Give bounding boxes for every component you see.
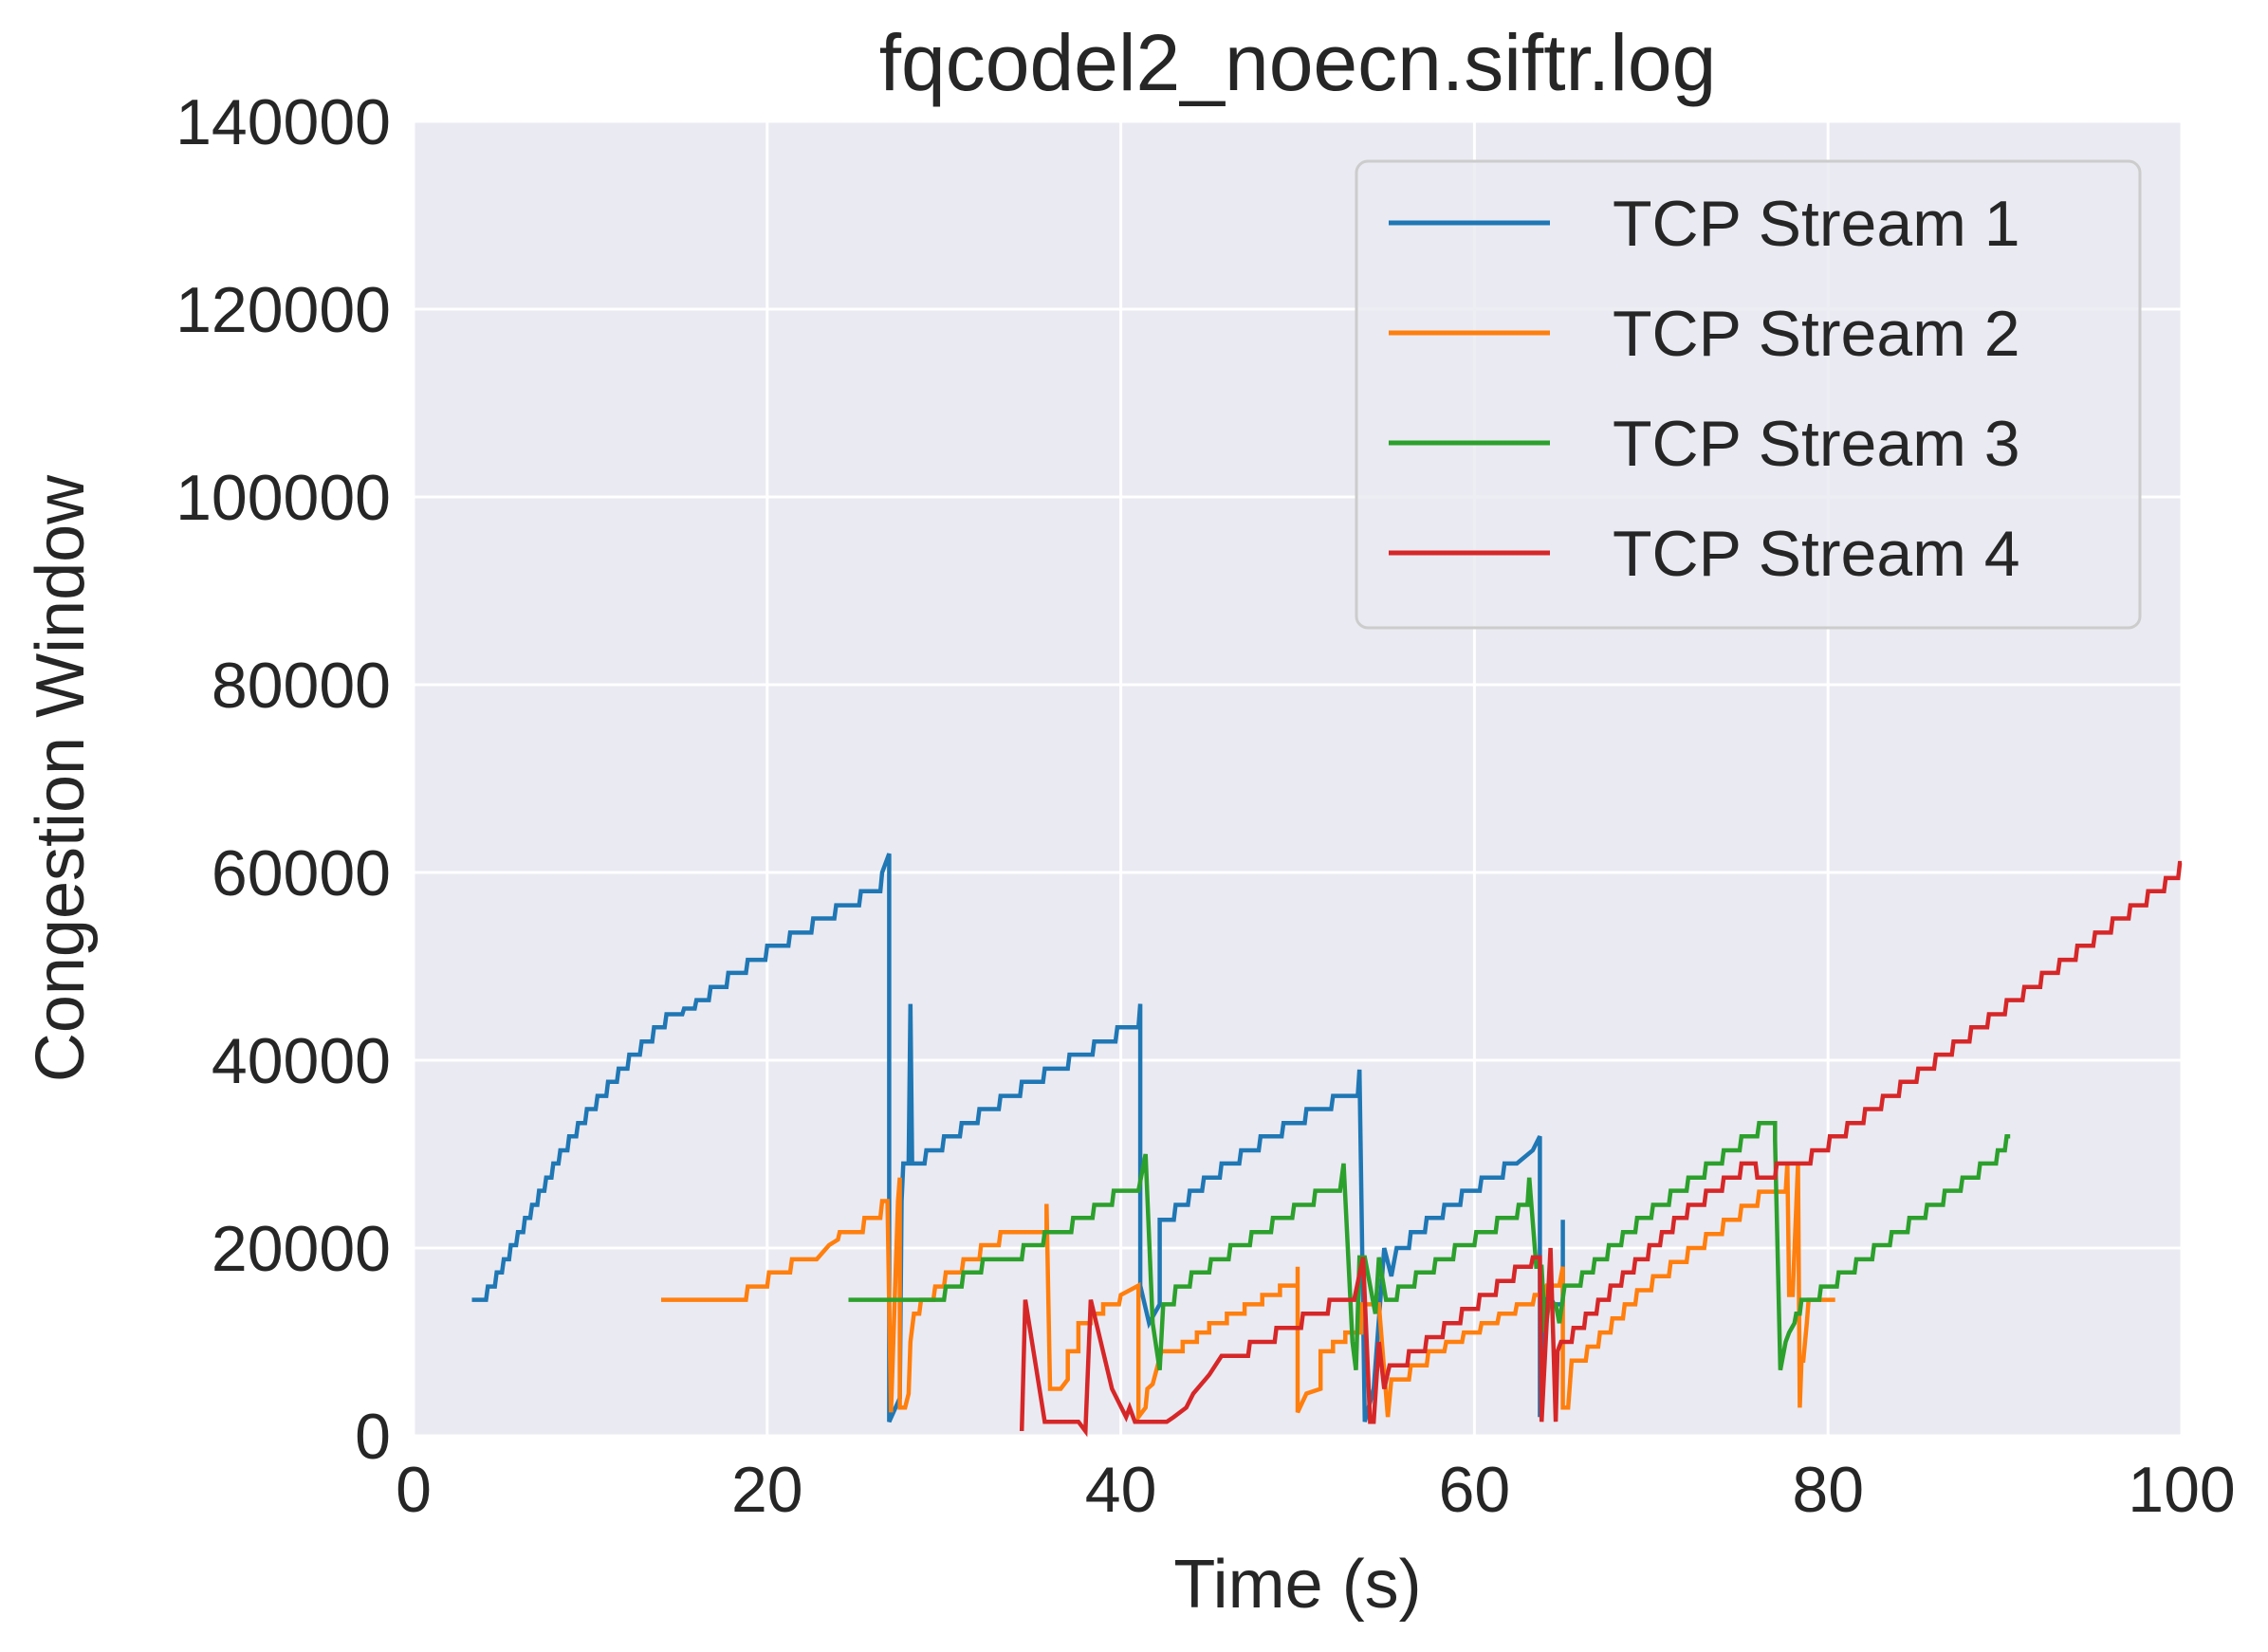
series-layer: [471, 853, 2183, 1438]
y-tick-label: 0: [355, 1401, 391, 1473]
y-axis-title: Congestion Window: [23, 474, 99, 1082]
y-tick-label: 20000: [212, 1213, 391, 1285]
legend-label-4: TCP Stream 4: [1613, 518, 2020, 590]
y-tick-label: 40000: [212, 1025, 391, 1097]
series-line-1: [471, 853, 1565, 1423]
x-tick-label: 60: [1439, 1454, 1511, 1526]
y-tick-label: 120000: [175, 274, 391, 346]
x-tick-label: 0: [396, 1454, 432, 1526]
x-tick-labels: 0 20 40 60 80 100: [396, 1454, 2236, 1526]
chart-title: fqcodel2_noecn.siftr.log: [879, 18, 1717, 107]
y-tick-label: 100000: [175, 462, 391, 534]
y-tick-labels: 0 20000 40000 60000 80000 100000 120000 140000: [175, 86, 391, 1473]
legend-label-2: TCP Stream 2: [1613, 298, 2020, 370]
y-tick-label: 60000: [212, 837, 391, 909]
series-line-2: [661, 1163, 1835, 1423]
x-tick-label: 40: [1085, 1454, 1157, 1526]
x-tick-label: 100: [2128, 1454, 2235, 1526]
y-tick-label: 140000: [175, 86, 391, 158]
legend: TCP Stream 1 TCP Stream 2 TCP Stream 3 TCP …: [1355, 159, 2142, 630]
x-axis-title: Time (s): [1173, 1547, 1421, 1623]
grid: [412, 119, 2184, 1438]
legend-label-3: TCP Stream 3: [1613, 408, 2020, 480]
x-tick-label: 20: [731, 1454, 803, 1526]
x-tick-label: 80: [1792, 1454, 1864, 1526]
legend-label-1: TCP Stream 1: [1613, 188, 2020, 260]
series-line-4: [1019, 860, 2183, 1438]
legend-box: [1355, 159, 2142, 630]
y-tick-label: 80000: [212, 650, 391, 722]
